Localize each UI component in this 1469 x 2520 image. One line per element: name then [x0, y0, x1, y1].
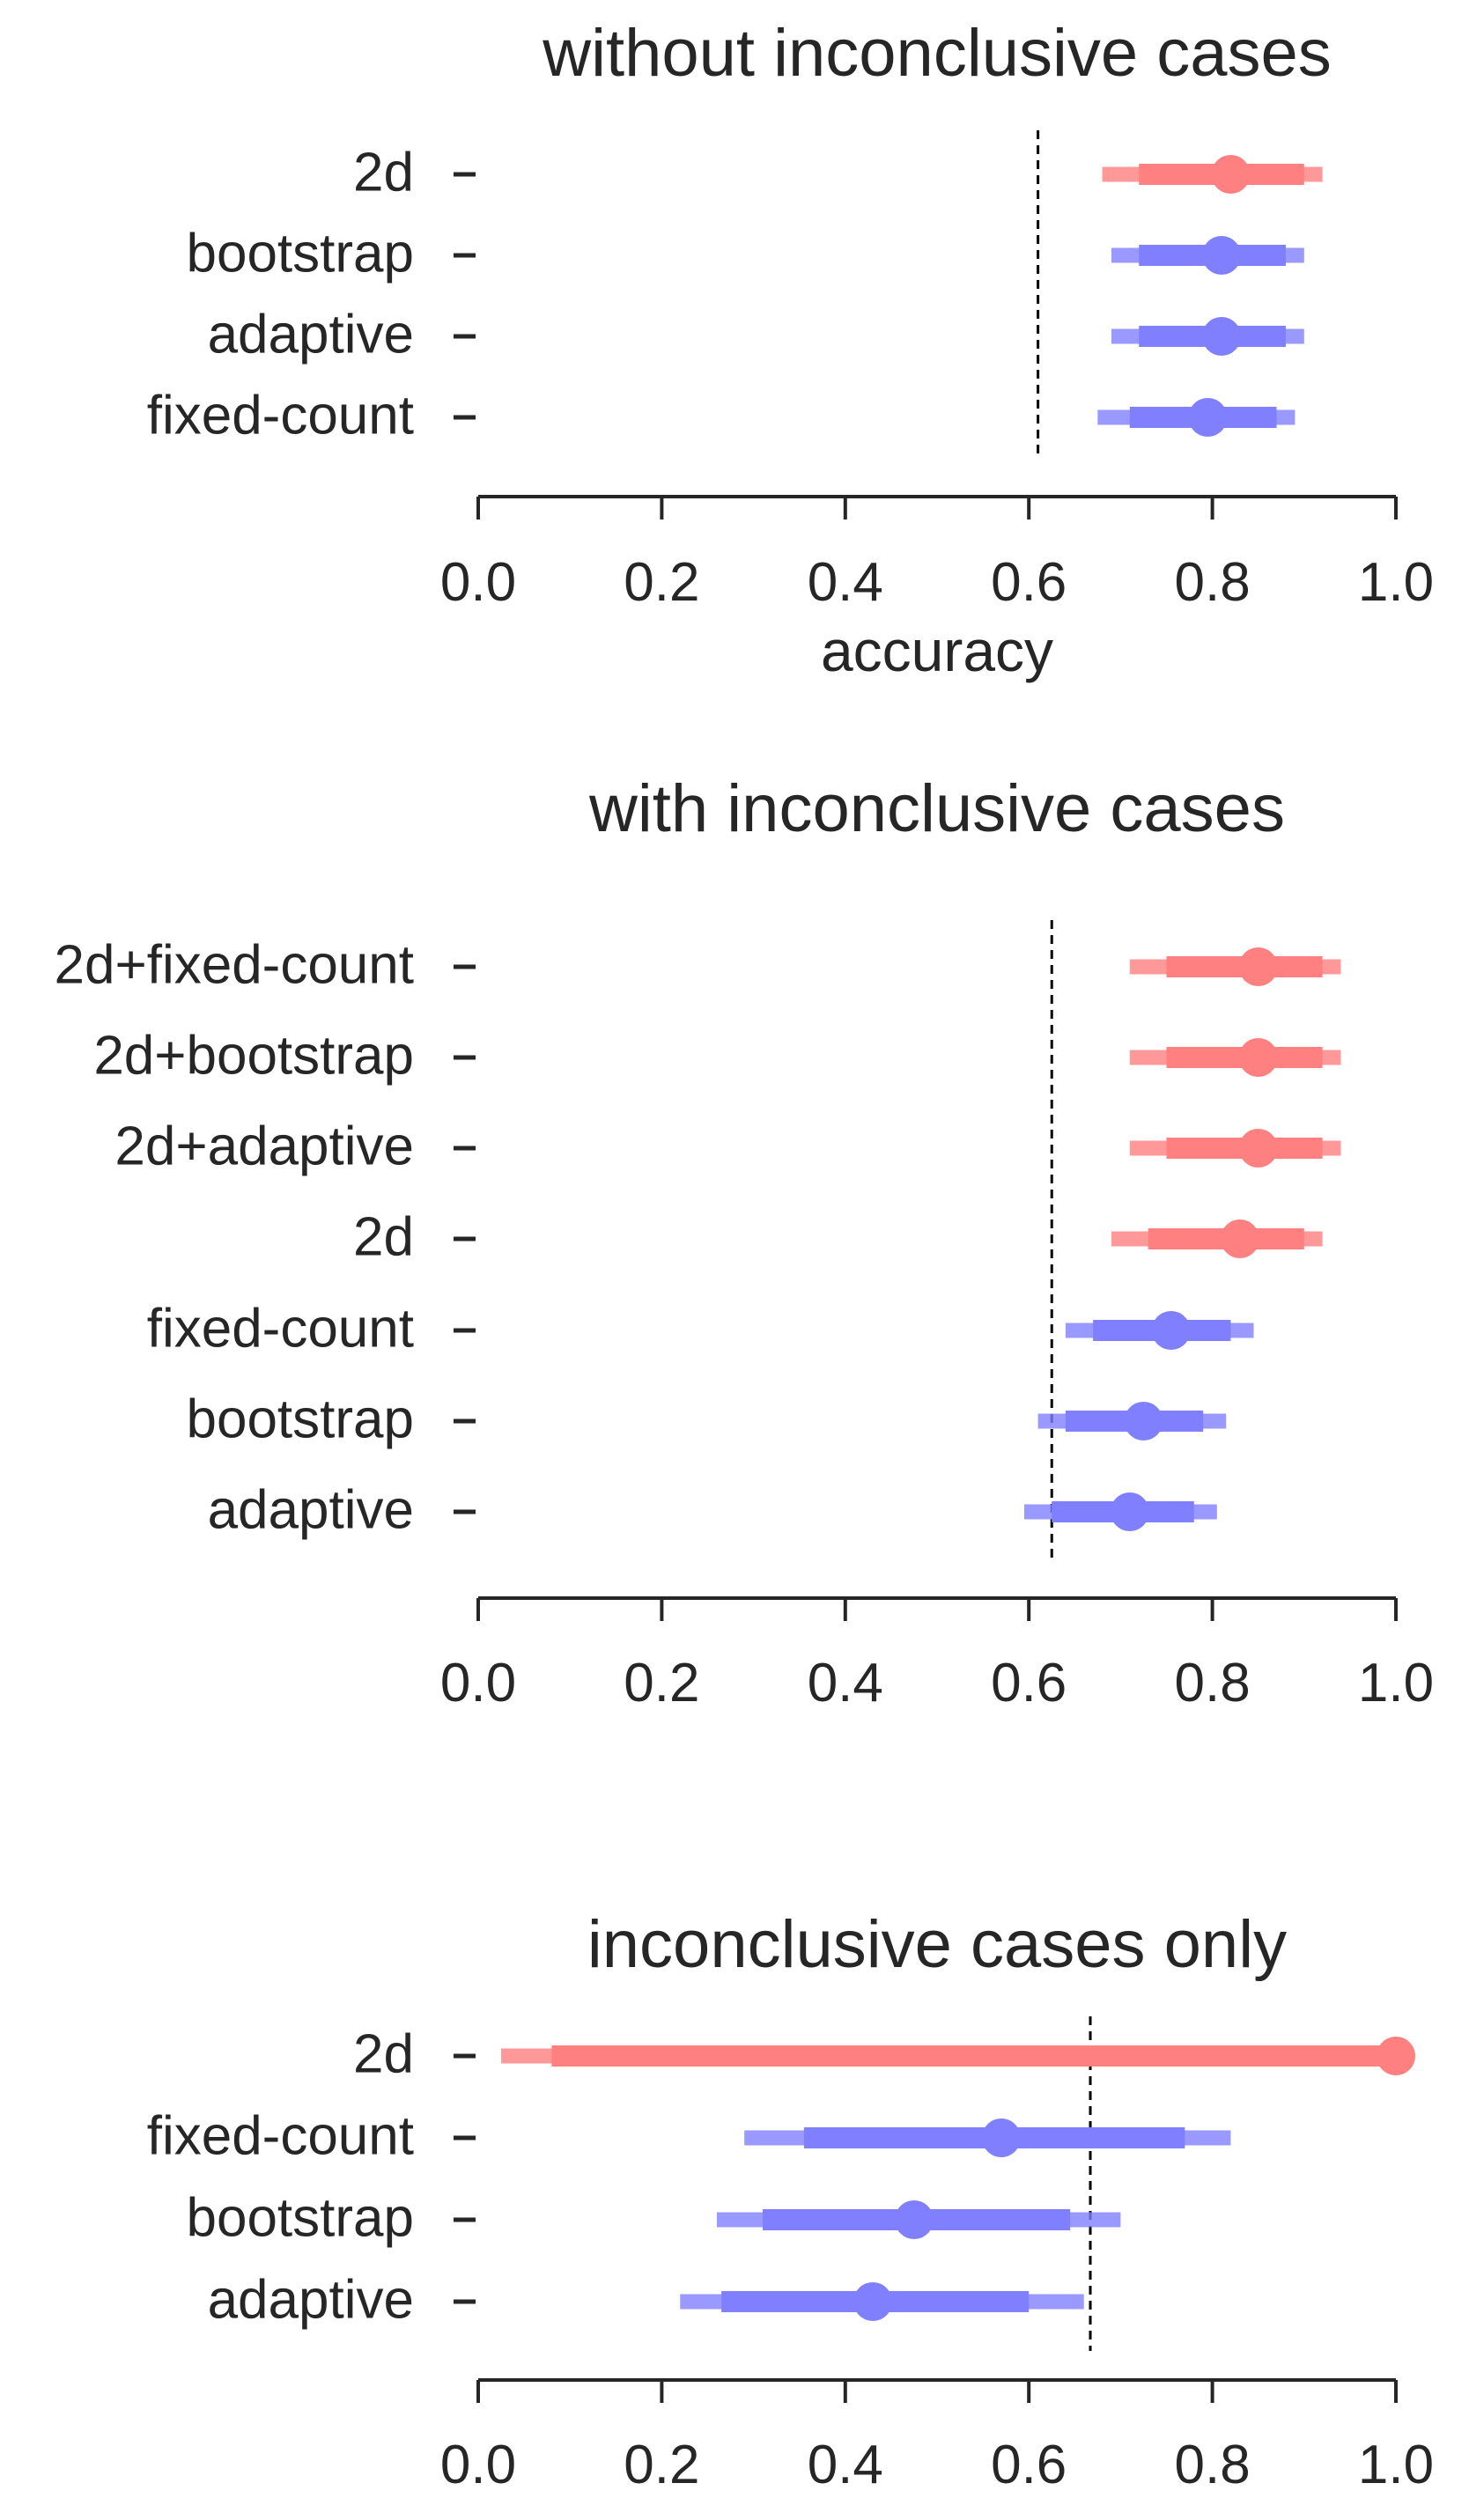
- point-estimate: [1110, 1492, 1149, 1531]
- x-tick-label: 0.2: [624, 1653, 699, 1713]
- x-tick-label: 0.4: [808, 2435, 883, 2495]
- category-label: 2d: [353, 142, 414, 203]
- point-estimate: [1377, 2037, 1415, 2075]
- x-tick-label: 1.0: [1358, 1653, 1434, 1713]
- point-estimate: [1188, 398, 1228, 437]
- category-label: 2d+bootstrap: [93, 1025, 414, 1086]
- category-label: bootstrap: [186, 223, 414, 284]
- point-estimate: [981, 2118, 1021, 2157]
- category-label: adaptive: [208, 1479, 414, 1540]
- category-label: adaptive: [208, 304, 414, 365]
- x-tick-label: 0.6: [991, 2435, 1067, 2495]
- x-tick-label: 0.0: [440, 2435, 516, 2495]
- x-tick-label: 1.0: [1358, 2435, 1434, 2495]
- category-label: bootstrap: [186, 2187, 414, 2248]
- point-estimate: [1238, 947, 1278, 986]
- category-label: 2d+fixed-count: [55, 934, 414, 995]
- point-estimate: [1220, 1219, 1259, 1258]
- point-estimate: [1124, 1402, 1163, 1441]
- point-estimate: [1151, 1311, 1191, 1350]
- category-label: adaptive: [208, 2269, 414, 2330]
- category-label: 2d: [353, 2023, 414, 2084]
- panel-title: with inconclusive cases: [588, 771, 1285, 846]
- x-axis-label: accuracy: [821, 618, 1053, 683]
- category-label: fixed-count: [147, 385, 414, 446]
- x-tick-label: 0.6: [991, 552, 1067, 613]
- point-estimate: [1238, 1038, 1278, 1077]
- panel-3: inconclusive cases only 2d fixed-count boot…: [147, 1907, 1434, 2495]
- panel-2: with inconclusive cases 2d+fixed-count 2d+…: [55, 771, 1435, 1713]
- x-tick-label: 0.6: [991, 1653, 1067, 1713]
- category-label: 2d: [353, 1206, 414, 1267]
- category-label: fixed-count: [147, 1298, 414, 1359]
- x-tick-label: 0.8: [1174, 2435, 1250, 2495]
- category-label: bootstrap: [186, 1389, 414, 1449]
- point-estimate: [1238, 1129, 1278, 1168]
- point-estimate: [853, 2282, 893, 2321]
- panel-1: without inconclusive cases 2d bootstrap ada…: [147, 16, 1434, 683]
- point-estimate: [1202, 317, 1242, 356]
- panel-title: inconclusive cases only: [587, 1907, 1287, 1982]
- x-tick-label: 0.2: [624, 552, 699, 613]
- x-tick-label: 0.4: [808, 552, 883, 613]
- panel-title: without inconclusive cases: [542, 16, 1332, 91]
- x-tick-label: 0.2: [624, 2435, 699, 2495]
- point-estimate: [894, 2200, 934, 2239]
- category-label: fixed-count: [147, 2105, 414, 2166]
- x-tick-label: 1.0: [1358, 552, 1434, 613]
- point-estimate: [1202, 236, 1242, 275]
- x-tick-label: 0.0: [440, 1653, 516, 1713]
- x-tick-label: 0.4: [808, 1653, 883, 1713]
- category-label: 2d+adaptive: [114, 1116, 414, 1176]
- x-tick-label: 0.8: [1174, 1653, 1250, 1713]
- point-estimate: [1211, 155, 1251, 194]
- x-tick-label: 0.0: [440, 552, 516, 613]
- x-tick-label: 0.8: [1174, 552, 1250, 613]
